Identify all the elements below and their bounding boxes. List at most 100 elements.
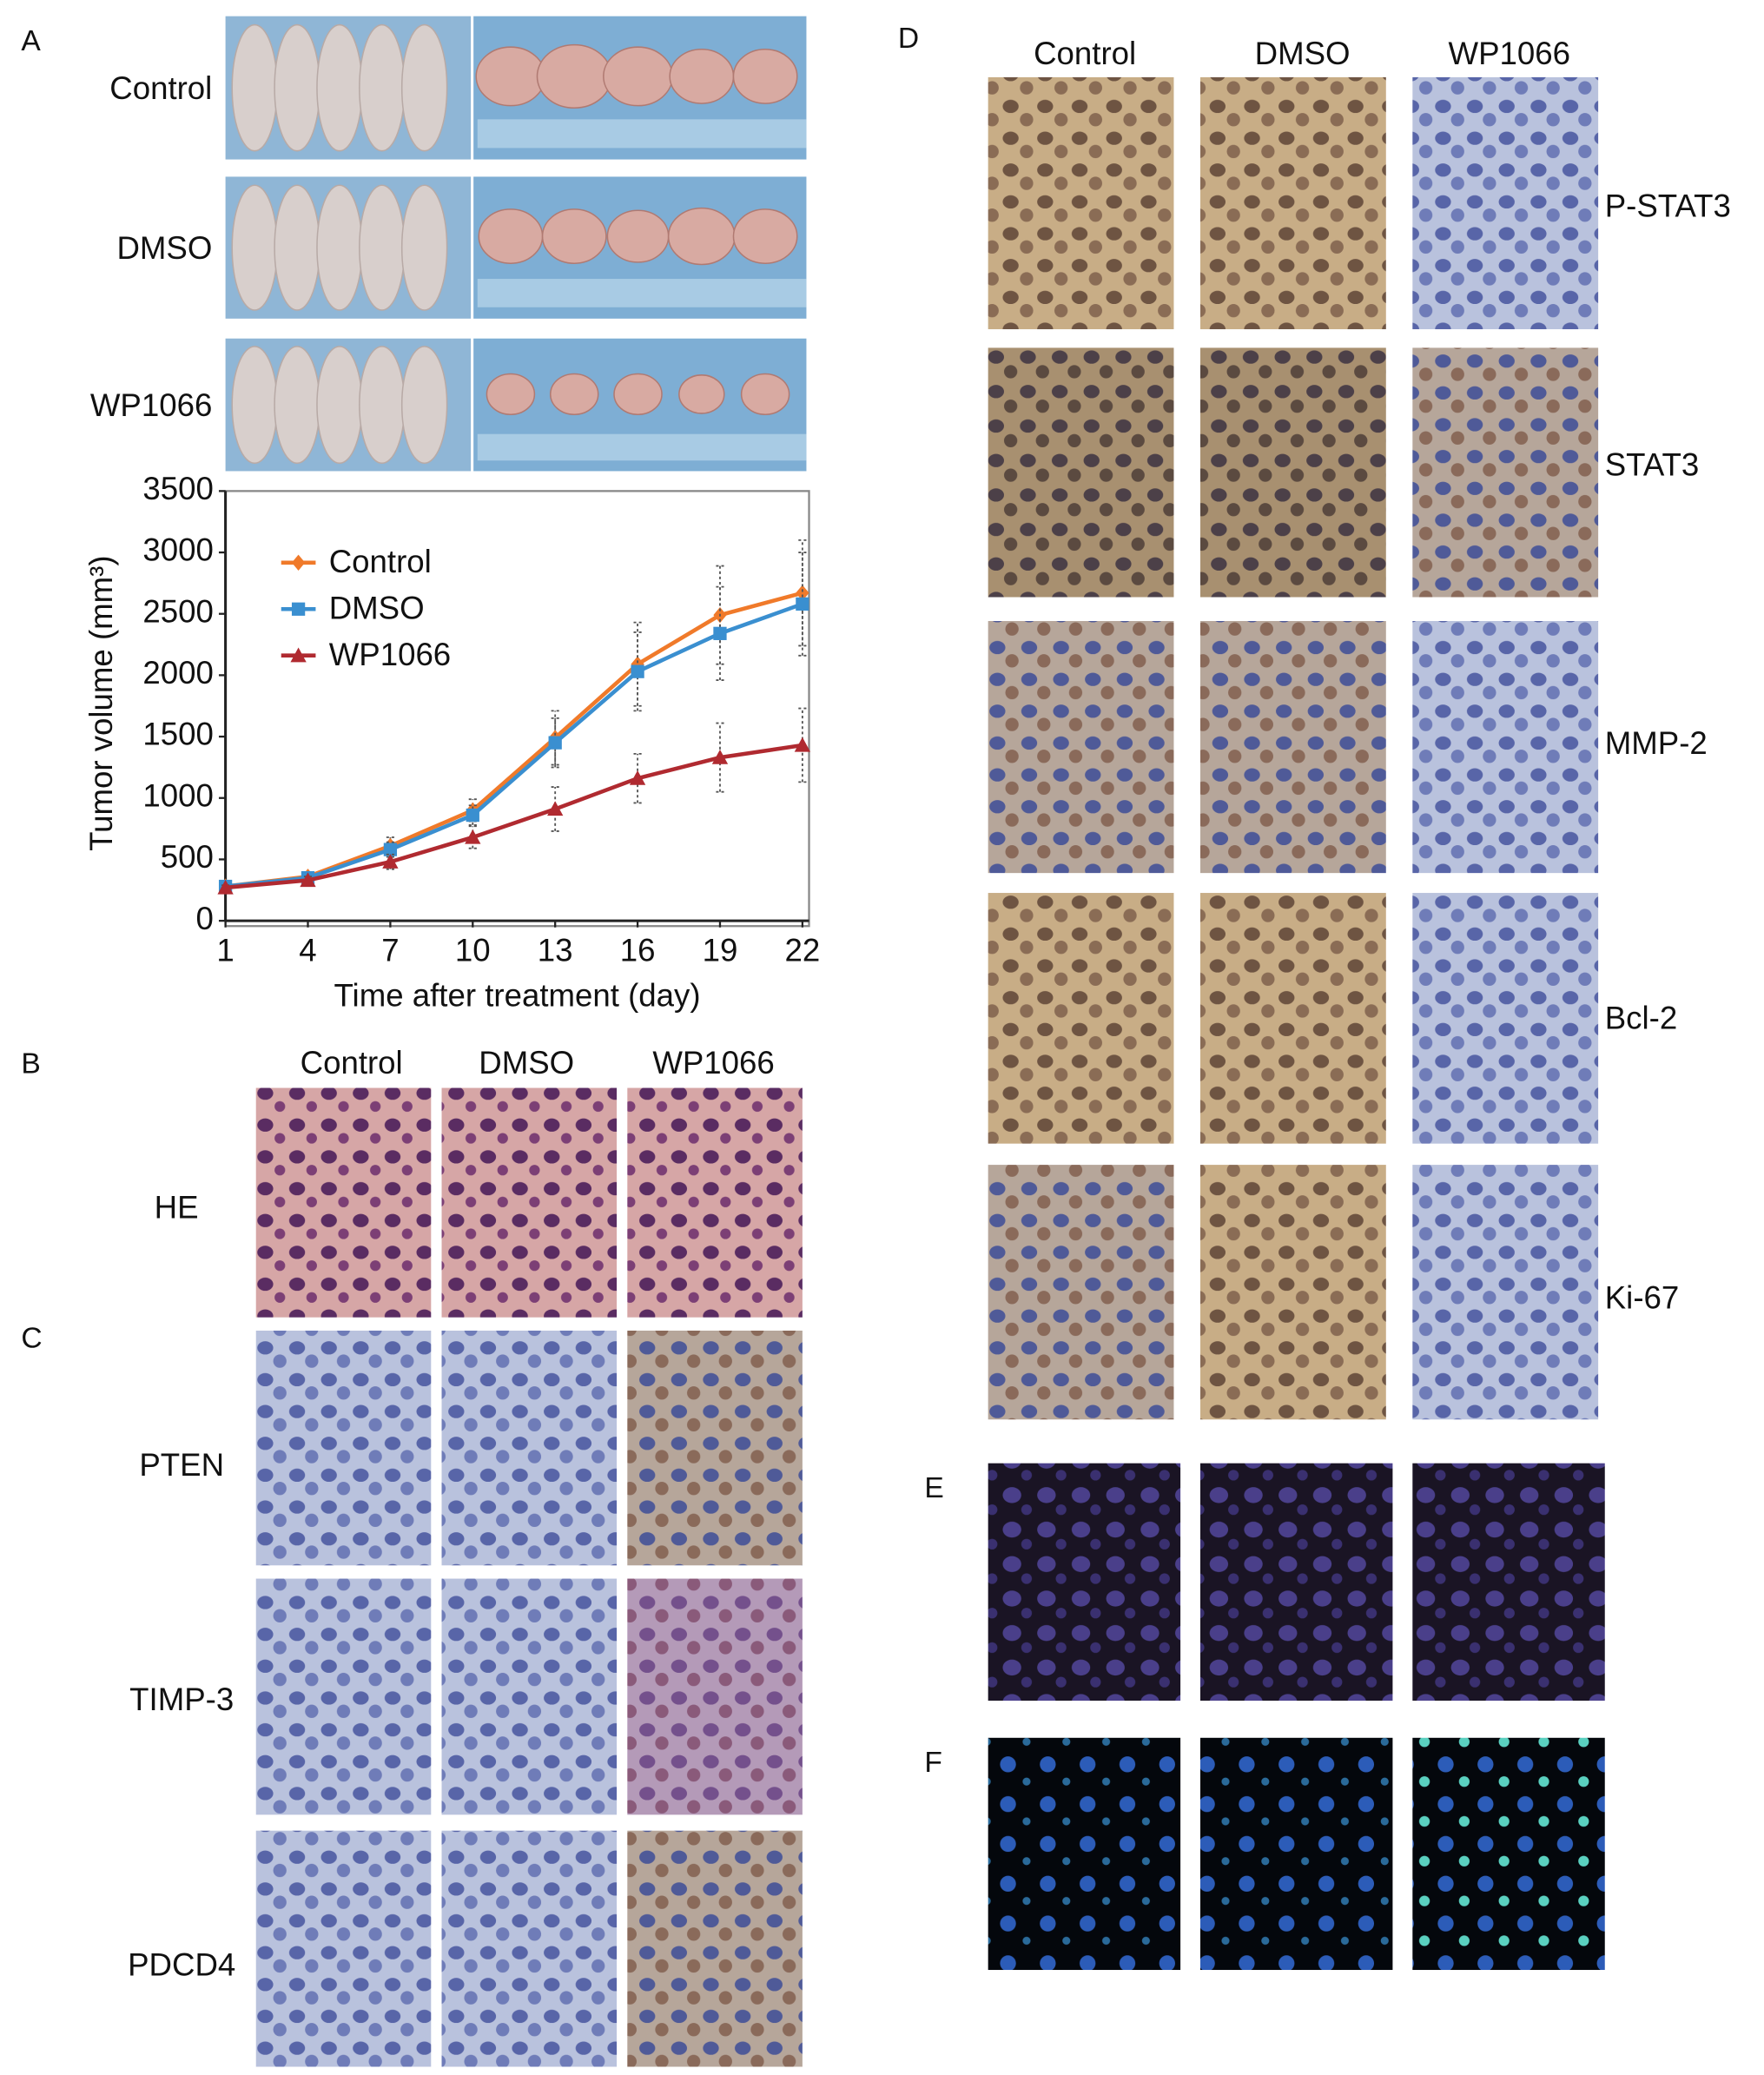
tissue-image xyxy=(1199,893,1386,1144)
tissue-image xyxy=(1199,76,1386,330)
column-header: Control xyxy=(301,1045,403,1080)
row-label: TIMP-3 xyxy=(129,1682,234,1717)
tumor xyxy=(549,373,599,415)
panel-label: F xyxy=(924,1747,942,1779)
marker xyxy=(713,626,727,640)
mouse xyxy=(316,184,363,311)
y-tick-label: 3000 xyxy=(142,532,213,568)
mouse xyxy=(274,346,320,465)
y-tick-label: 1000 xyxy=(142,777,213,813)
tissue-image xyxy=(988,621,1174,874)
tissue-image xyxy=(1412,1165,1599,1420)
tissue-image xyxy=(627,1330,803,1566)
mouse xyxy=(400,23,448,152)
ruler xyxy=(477,279,807,307)
marker xyxy=(548,736,562,750)
row-label: Ki-67 xyxy=(1605,1280,1680,1316)
tumor xyxy=(475,46,546,107)
marker xyxy=(382,854,399,869)
error-bar xyxy=(716,585,724,681)
tissue-image xyxy=(627,1578,803,1815)
y-tick-label: 1500 xyxy=(142,717,213,752)
row-label: HE xyxy=(155,1190,199,1226)
tissue-image xyxy=(1199,1737,1393,1971)
marker xyxy=(796,585,809,601)
tissue-image xyxy=(627,1830,803,2067)
ruler xyxy=(477,119,807,149)
tissue-image xyxy=(1199,1463,1393,1702)
tissue-image xyxy=(1412,347,1599,598)
tissue-image xyxy=(988,347,1174,598)
tumor xyxy=(486,373,536,415)
row-label: WP1066 xyxy=(90,387,212,423)
tissue-image xyxy=(988,893,1174,1144)
x-tick-label: 7 xyxy=(381,932,399,968)
tissue-image xyxy=(1199,1165,1386,1420)
series-line xyxy=(225,743,803,890)
row-label: DMSO xyxy=(116,230,212,266)
marker xyxy=(629,770,646,785)
row-label: PDCD4 xyxy=(128,1947,235,1983)
tissue-image xyxy=(255,1087,432,1318)
mouse xyxy=(316,23,363,152)
marker xyxy=(711,749,729,764)
tumor xyxy=(678,374,725,414)
tissue-image xyxy=(1412,621,1599,874)
tumor xyxy=(478,208,544,264)
x-tick-label: 13 xyxy=(538,932,573,968)
x-tick-label: 22 xyxy=(785,932,821,968)
tissue-image xyxy=(1412,76,1599,330)
marker xyxy=(631,664,644,678)
marker xyxy=(794,737,811,752)
tissue-image xyxy=(988,76,1174,330)
legend-marker xyxy=(291,602,306,616)
x-tick-label: 1 xyxy=(216,932,234,968)
legend-marker xyxy=(291,554,306,571)
tissue-image xyxy=(441,1830,618,2067)
panel-label: E xyxy=(924,1472,943,1504)
x-tick-label: 16 xyxy=(620,932,656,968)
tissue-image xyxy=(255,1330,432,1566)
tissue-image xyxy=(988,1165,1174,1420)
panel-label: C xyxy=(21,1323,42,1355)
ruler xyxy=(477,433,807,461)
tumor xyxy=(732,49,798,104)
tumor xyxy=(740,373,790,415)
row-label: P-STAT3 xyxy=(1605,188,1731,224)
tissue-image xyxy=(1412,1737,1605,1971)
column-header: WP1066 xyxy=(1449,36,1570,71)
y-tick-label: 0 xyxy=(195,901,213,936)
tissue-image xyxy=(1412,1463,1605,1702)
legend-label: WP1066 xyxy=(329,637,451,672)
panel-label: B xyxy=(21,1047,40,1080)
y-tick-label: 3500 xyxy=(142,471,213,506)
tissue-image xyxy=(255,1830,432,2067)
row-label: Bcl-2 xyxy=(1605,1000,1677,1035)
error-bar xyxy=(551,717,559,769)
tumor xyxy=(613,373,663,415)
marker xyxy=(547,801,564,816)
marker xyxy=(466,808,479,823)
tissue-image xyxy=(1199,347,1386,598)
marker xyxy=(217,879,234,895)
tissue-image xyxy=(627,1087,803,1318)
tissue-image xyxy=(988,1463,1181,1702)
tissue-image xyxy=(1199,621,1386,874)
marker xyxy=(796,597,809,611)
tissue-image xyxy=(441,1578,618,1815)
mouse xyxy=(316,346,363,465)
marker xyxy=(383,843,398,856)
x-tick-label: 10 xyxy=(455,932,491,968)
row-label: MMP-2 xyxy=(1605,725,1708,761)
tissue-image xyxy=(255,1578,432,1815)
row-label: STAT3 xyxy=(1605,447,1700,483)
tumor xyxy=(669,49,735,104)
column-header: WP1066 xyxy=(652,1045,774,1080)
mouse xyxy=(231,184,278,311)
legend-label: Control xyxy=(329,544,432,579)
y-tick-label: 2500 xyxy=(142,593,213,629)
tumor xyxy=(606,209,670,263)
mouse xyxy=(274,23,320,152)
marker xyxy=(465,829,481,844)
